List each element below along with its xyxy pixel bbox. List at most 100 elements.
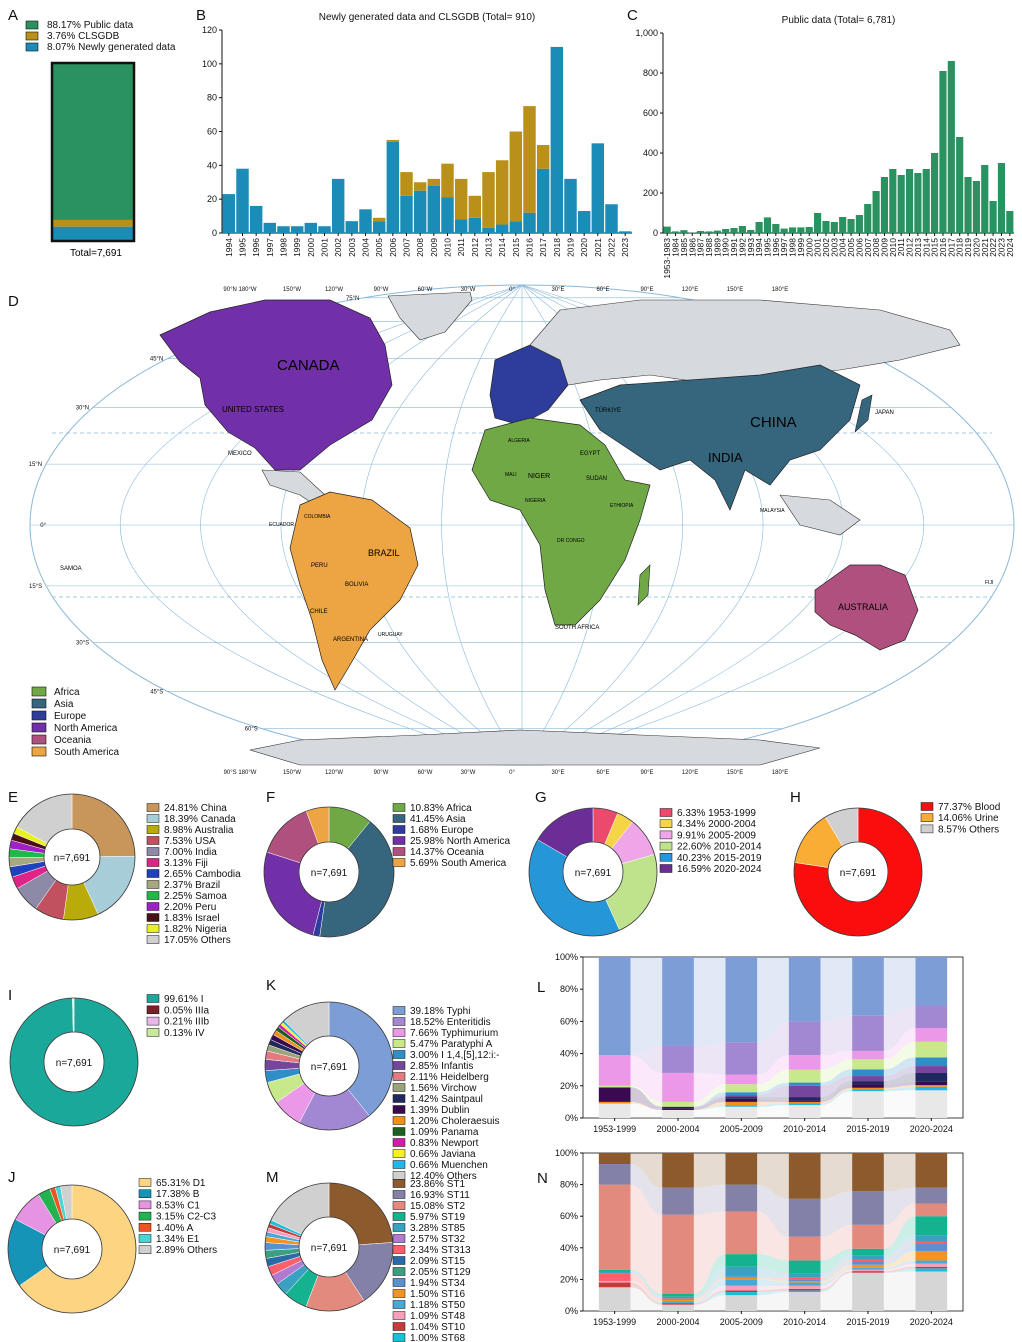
chart-C-x-tick-label: 1996 [771, 238, 781, 257]
pie-K-legend-label: 1.20% Choleraesuis [410, 1116, 500, 1127]
chart-L-bar-segment [598, 1085, 631, 1088]
pie-G-legend-swatch [659, 864, 673, 873]
chart-B-y-tick-label: 120 [202, 25, 217, 35]
panel-a-legend-item: 8.07% Newly generated data [47, 42, 176, 53]
pie-J-hole [41, 1218, 103, 1280]
chart-N-ribbon [820, 1272, 853, 1311]
chart-N-bar-segment [915, 1263, 948, 1267]
panel-label-b: B [196, 7, 206, 24]
chart-N-bar-segment [598, 1287, 631, 1311]
chart-N-ribbon [757, 1277, 789, 1283]
label-bolivia: BOLIVIA [345, 582, 368, 588]
chart-N-bar-segment [915, 1153, 948, 1188]
chart-C-x-tick-label: 1988 [704, 238, 714, 257]
panel-label-k: K [266, 977, 276, 994]
pie-M-legend-swatch [392, 1289, 406, 1298]
panel-n-stacked-chart: 1953-1999 2000-2004 2005-2009 2010-2014 2015… [555, 1148, 964, 1327]
chart-N-ribbon [693, 1295, 726, 1311]
pie-K-legend-swatch [392, 1083, 406, 1092]
chart-N-ribbon [757, 1292, 789, 1311]
chart-B-x-tick-label: 2003 [347, 238, 357, 257]
pie-E-legend-swatch [146, 891, 160, 900]
australia-land [814, 564, 919, 651]
chart-B-bar [359, 209, 372, 233]
chart-N-ribbon [630, 1153, 663, 1188]
pie-J-legend-swatch [138, 1189, 152, 1198]
chart-N-y-tick-label: 80% [560, 1180, 578, 1190]
north-america-land [159, 299, 393, 471]
pie-M-legend-swatch [392, 1245, 406, 1254]
pie-I-legend-label: 0.21% IIIb [164, 1017, 209, 1028]
chart-C-bar [763, 217, 772, 233]
chart-B-x-tick-label: 2012 [470, 238, 480, 257]
chart-N-bar-segment [598, 1153, 631, 1165]
pie-E-hole [43, 828, 101, 886]
chart-B-bar [482, 227, 495, 233]
chart-C-x-tick-label: 2001 [813, 238, 823, 257]
chart-C-x-tick-label: 1997 [779, 238, 789, 257]
pie-F-hole [298, 841, 360, 903]
pie-I-legend-swatch [146, 1005, 160, 1015]
chart-L-ribbon [693, 1092, 726, 1107]
panel-label-d: D [8, 293, 19, 310]
chart-N-ribbon [693, 1276, 726, 1300]
chart-B-x-tick-label: 2009 [429, 238, 439, 257]
pie-F-legend-label: 41.45% Asia [410, 814, 466, 825]
chart-N-bar-segment [788, 1290, 821, 1293]
chart-L-ribbon [820, 1015, 853, 1056]
map-latitude-label: 0° [40, 523, 46, 529]
map-longitude-label-bottom: 30°W [461, 770, 476, 776]
chart-N-bar-segment [915, 1260, 948, 1264]
chart-N-ribbon [820, 1261, 853, 1281]
pie-K-legend-swatch [392, 1138, 406, 1147]
pie-I-center-label: n=7,691 [56, 1058, 93, 1069]
chart-N-bar-segment [598, 1282, 631, 1288]
chart-N-ribbon [883, 1260, 916, 1270]
chart-C-x-tick-label: 2024 [1005, 238, 1015, 257]
chart-N-ribbon [820, 1224, 853, 1261]
chart-C-y-tick-label: 0 [653, 228, 658, 238]
map-longitude-label-bottom: 150°W [283, 770, 301, 776]
chart-C-x-tick-label: 1999 [796, 238, 806, 257]
chart-L-bar-segment [598, 957, 631, 1056]
chart-N-bar-segment [915, 1187, 948, 1204]
chart-N-bar-segment [725, 1277, 758, 1280]
map-longitude-label-bottom: 90°W [374, 770, 389, 776]
label-australia: AUSTRALIA [838, 602, 888, 612]
chart-N-bar-segment [852, 1153, 884, 1192]
chart-C-x-tick-label: 1990 [721, 238, 731, 257]
chart-L-bar-segment [852, 1089, 884, 1092]
chart-N-ribbon [693, 1279, 726, 1304]
chart-B-bar [372, 221, 386, 233]
chart-L-ribbon [820, 957, 853, 1022]
chart-N-bar-segment [852, 1264, 884, 1268]
pie-E-outline [8, 793, 136, 921]
chart-L-x-tick-label: 2020-2024 [910, 1124, 953, 1134]
chart-N-bar-segment [662, 1303, 694, 1305]
chart-C-bar [997, 163, 1006, 233]
chart-B-bar [523, 212, 536, 233]
chart-C-x-tick-label: 2019 [963, 238, 973, 257]
panel-label-g: G [535, 789, 547, 806]
label-mexico: MEXICO [228, 451, 252, 457]
chart-N-ribbon [883, 1266, 916, 1273]
chart-L-bar-segment [725, 1106, 758, 1118]
chart-B-x-tick-label: 2006 [388, 238, 398, 257]
pie-K-legend-swatch [392, 1061, 406, 1070]
pie-M-legend-label: 2.05% ST129 [410, 1267, 471, 1278]
chart-C-x-tick-label: 1985 [679, 238, 689, 257]
chart-N-bar-segment [852, 1255, 884, 1260]
chart-L-bar-segment [788, 1085, 821, 1098]
map-longitude-label-bottom: 120°E [682, 770, 698, 776]
chart-N-bar-segment [852, 1259, 884, 1262]
chart-N-ribbon [820, 1264, 853, 1283]
panel-l-stacked-chart: 1953-1999 2000-2004 2005-2009 2010-2014 2015… [555, 952, 964, 1134]
label-nigeria: NIGERIA [525, 498, 546, 504]
chart-L-ribbon [693, 1042, 726, 1075]
panel-label-l: L [537, 979, 545, 996]
pie-K-legend-label: 12.40% Others [410, 1171, 477, 1182]
chart-L-ribbon [820, 1091, 853, 1118]
chart-B-x-tick-label: 1996 [251, 238, 261, 257]
